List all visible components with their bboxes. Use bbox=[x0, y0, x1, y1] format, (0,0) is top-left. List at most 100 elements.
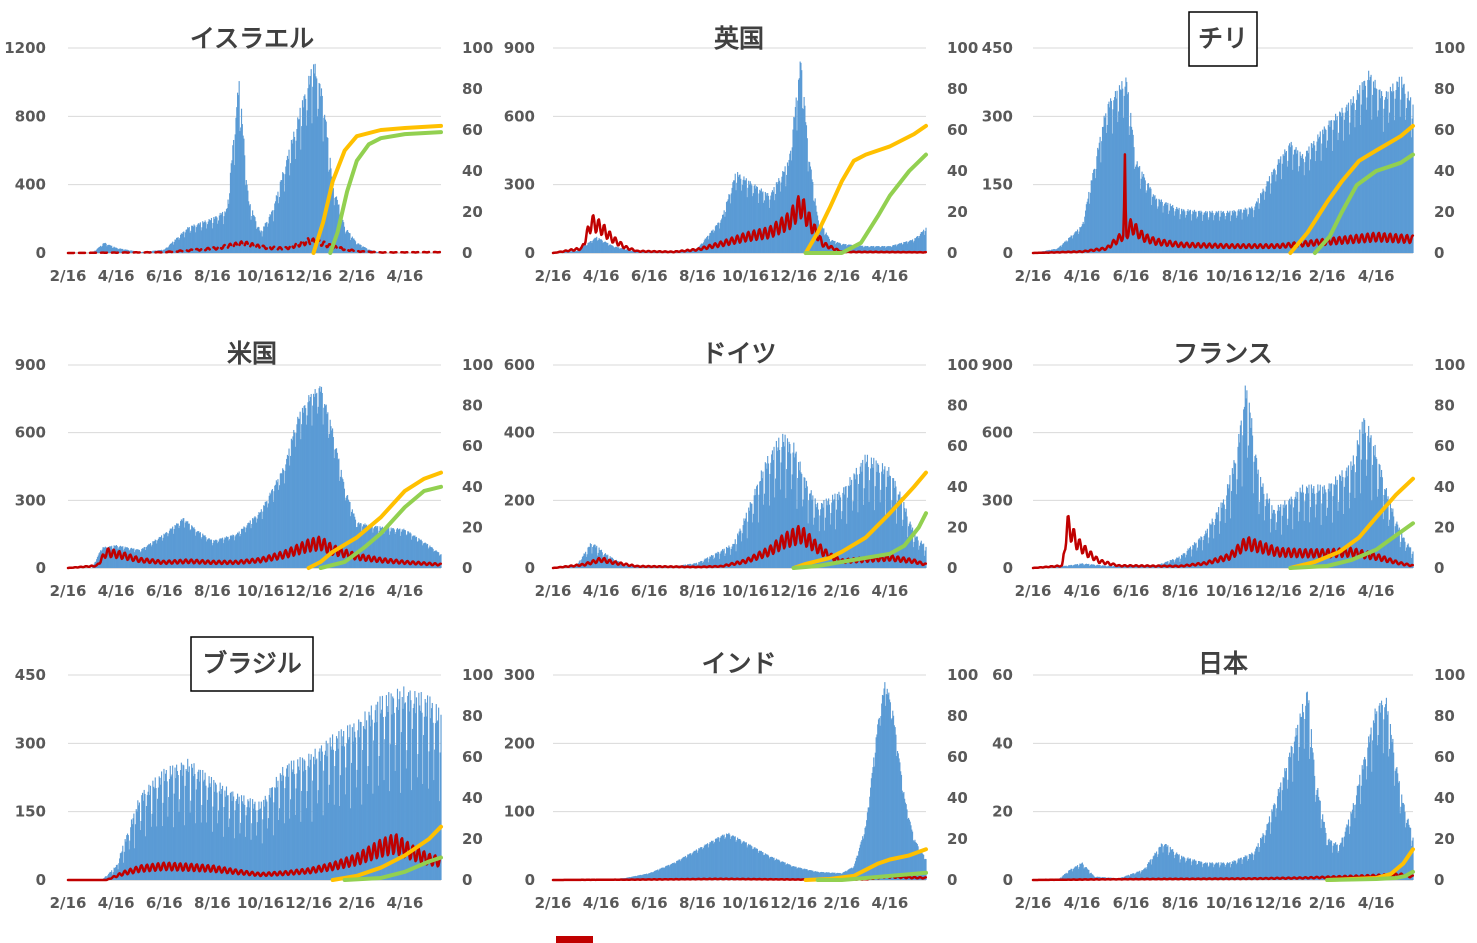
cases-bar bbox=[1410, 846, 1412, 880]
cases-bar bbox=[686, 250, 688, 253]
cases-bar bbox=[913, 541, 915, 568]
cases-bar bbox=[1389, 502, 1392, 568]
cases-bar bbox=[190, 800, 192, 880]
cases-bar bbox=[259, 230, 261, 253]
cases-bar bbox=[685, 858, 687, 880]
cases-bar bbox=[159, 536, 161, 568]
cases-bar bbox=[1201, 550, 1204, 568]
cases-bar bbox=[1199, 540, 1201, 568]
cases-bar bbox=[229, 172, 232, 253]
cases-bar bbox=[868, 807, 870, 880]
cases-bar bbox=[873, 245, 875, 253]
y2-tick-label: 80 bbox=[1434, 80, 1455, 98]
cases-bar bbox=[922, 231, 924, 253]
cases-bar bbox=[1253, 461, 1255, 568]
cases-bar bbox=[1324, 489, 1326, 568]
cases-bar bbox=[1410, 97, 1412, 253]
cases-bar bbox=[1294, 736, 1296, 880]
cases-bar bbox=[1351, 809, 1354, 880]
cases-bar bbox=[1140, 566, 1142, 568]
cases-bar bbox=[1337, 510, 1339, 568]
cases-bar bbox=[1185, 214, 1187, 253]
cases-bar bbox=[1372, 720, 1375, 880]
cases-bar bbox=[820, 872, 822, 880]
cases-bar bbox=[1227, 488, 1229, 568]
cases-bar bbox=[848, 486, 850, 568]
cases-bar bbox=[188, 766, 190, 880]
cases-bar bbox=[1189, 209, 1192, 253]
cases-bar bbox=[1277, 504, 1279, 568]
cases-bar bbox=[377, 252, 379, 253]
cases-bar bbox=[792, 452, 794, 568]
cases-bar bbox=[148, 784, 150, 880]
cases-bar bbox=[438, 707, 440, 880]
cases-bar bbox=[794, 866, 796, 880]
cases-bar bbox=[264, 223, 266, 253]
cases-bar bbox=[1372, 81, 1375, 253]
cases-bar bbox=[338, 731, 340, 880]
cases-bar bbox=[1258, 208, 1260, 253]
cases-bar bbox=[1366, 766, 1368, 880]
cases-bar bbox=[1170, 849, 1172, 880]
cases-bar bbox=[237, 533, 239, 568]
cases-bar bbox=[590, 544, 592, 568]
cases-bar bbox=[1401, 533, 1403, 568]
cases-bar bbox=[268, 495, 270, 568]
cases-bar bbox=[142, 251, 144, 253]
cases-bar bbox=[288, 763, 290, 880]
cases-bar bbox=[405, 535, 407, 568]
cases-bar bbox=[710, 232, 712, 253]
cases-bar bbox=[1081, 563, 1083, 568]
deaths-line bbox=[551, 195, 928, 255]
cases-bar bbox=[771, 450, 774, 568]
cases-bar bbox=[916, 844, 918, 880]
cases-bar bbox=[188, 523, 190, 568]
cases-bar bbox=[749, 181, 751, 253]
cases-bar bbox=[225, 786, 228, 880]
cases-bar bbox=[238, 531, 240, 568]
cases-bar bbox=[742, 179, 744, 253]
cases-bar bbox=[775, 440, 777, 568]
cases-bar bbox=[1286, 788, 1288, 880]
cases-bar bbox=[1264, 191, 1267, 253]
cases-bar bbox=[1349, 826, 1351, 880]
cases-bar bbox=[379, 526, 381, 568]
cases-bar bbox=[272, 835, 274, 880]
cases-bar bbox=[328, 171, 330, 253]
y2-tick-label: 60 bbox=[462, 121, 483, 139]
cases-bar bbox=[1203, 535, 1205, 568]
cases-bar bbox=[731, 187, 733, 253]
cases-bar bbox=[367, 766, 369, 880]
cases-bar bbox=[1237, 210, 1239, 253]
cases-bar bbox=[249, 798, 251, 880]
cases-bar bbox=[1403, 804, 1405, 880]
cases-bar bbox=[1393, 91, 1395, 254]
cases-bar bbox=[127, 835, 129, 880]
cases-bar bbox=[1250, 427, 1252, 568]
cases-bar bbox=[1212, 863, 1214, 880]
cases-bar bbox=[228, 203, 230, 253]
cases-bar bbox=[718, 837, 720, 880]
cases-bar bbox=[137, 800, 139, 880]
cases-bar bbox=[99, 246, 101, 253]
cases-bar bbox=[762, 471, 764, 568]
cases-bar bbox=[362, 726, 365, 880]
cases-bar bbox=[138, 549, 140, 568]
fully-vaccinated-line bbox=[318, 484, 443, 570]
cases-bar bbox=[869, 796, 871, 880]
cases-bar bbox=[218, 539, 220, 568]
cases-bar bbox=[422, 783, 424, 880]
cases-bar bbox=[748, 180, 750, 253]
cases-bar bbox=[310, 754, 312, 880]
deaths-line bbox=[1031, 514, 1415, 570]
cases-bar bbox=[425, 702, 427, 880]
cases-bar bbox=[738, 531, 740, 568]
cases-bar bbox=[682, 857, 684, 880]
cases-bar bbox=[1325, 832, 1327, 880]
cases-bar bbox=[252, 210, 254, 253]
cases-bar bbox=[235, 534, 237, 568]
x-tick-label: 4/16 bbox=[98, 582, 135, 600]
cases-bar bbox=[288, 149, 290, 253]
cases-bar bbox=[1367, 79, 1369, 254]
